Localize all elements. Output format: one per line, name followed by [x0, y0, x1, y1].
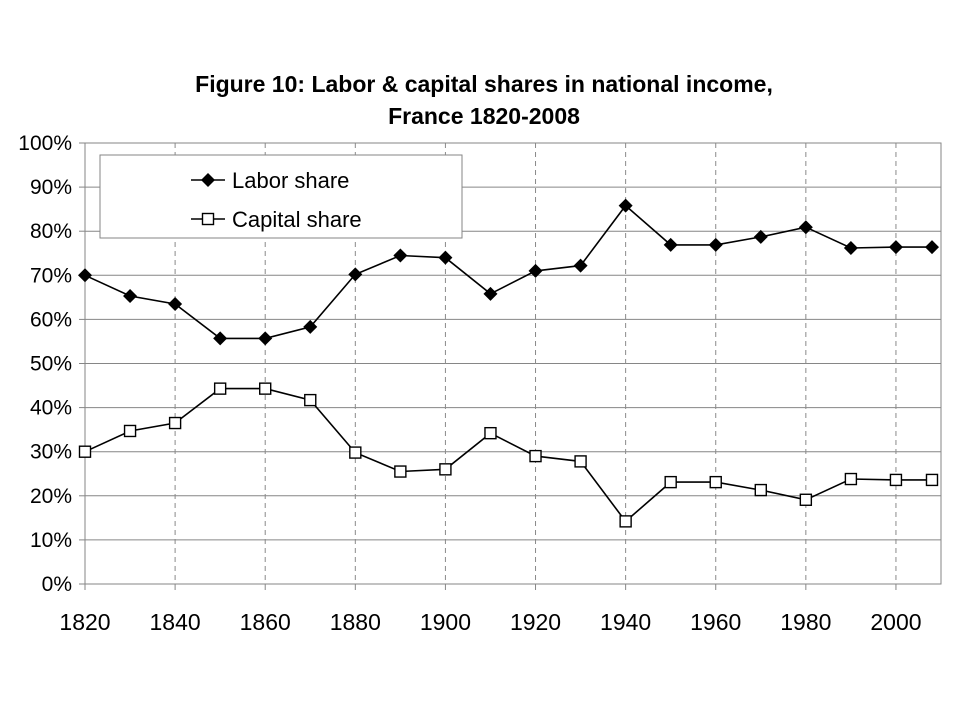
data-point-labor	[573, 258, 588, 273]
data-point-capital	[439, 463, 452, 476]
y-tick-label: 30%	[30, 441, 72, 464]
data-point-capital	[844, 472, 858, 486]
y-tick-label: 60%	[30, 308, 72, 331]
data-point-capital	[925, 473, 939, 487]
x-tick-label: 2000	[870, 609, 921, 635]
legend: Labor share Capital share	[99, 154, 463, 239]
data-point-capital	[709, 475, 722, 489]
data-point-capital	[664, 475, 677, 489]
data-point-capital	[78, 445, 92, 458]
chart-title: Figure 10: Labor & capital shares in nat…	[195, 71, 773, 97]
data-point-capital	[529, 449, 542, 463]
legend-marker-labor	[201, 173, 215, 187]
y-tick-label: 70%	[30, 264, 72, 287]
legend-marker-capital	[201, 212, 215, 226]
series-line-labor	[84, 204, 932, 340]
data-point-capital	[754, 483, 767, 497]
data-point-labor	[618, 198, 633, 213]
series-layer	[78, 198, 939, 528]
legend-box	[99, 154, 463, 239]
y-tick-label: 90%	[30, 176, 72, 199]
data-point-labor	[123, 289, 138, 304]
data-point-capital	[213, 382, 227, 395]
y-tick-label: 100%	[18, 132, 72, 155]
data-point-labor	[708, 237, 723, 252]
data-point-labor	[438, 250, 453, 265]
data-point-labor	[663, 237, 678, 252]
x-tick-label: 1980	[780, 609, 831, 635]
x-tick-label: 1860	[240, 609, 291, 635]
legend-label-labor: Labor share	[232, 168, 349, 193]
data-point-capital	[304, 393, 317, 407]
x-tick-label: 1840	[150, 609, 201, 635]
data-point-capital	[484, 426, 497, 440]
data-point-capital	[123, 424, 137, 438]
data-point-labor	[168, 296, 183, 311]
y-tick-label: 80%	[30, 220, 72, 243]
series-line-capital	[84, 387, 932, 523]
data-point-labor	[798, 220, 813, 235]
data-point-capital	[394, 465, 407, 478]
x-axis-tick-labels: 1820 1840 1860 1880 1900 1920 1940 1960 1980 2000	[59, 609, 921, 635]
data-point-labor	[924, 240, 939, 255]
x-tick-label: 1900	[420, 609, 471, 635]
y-tick-label: 0%	[42, 573, 72, 596]
y-tick-label: 10%	[30, 529, 72, 552]
x-tick-label: 1880	[330, 609, 381, 635]
data-point-labor	[213, 331, 228, 346]
data-point-labor	[78, 268, 92, 283]
data-point-capital	[889, 473, 903, 487]
data-point-labor	[303, 319, 318, 334]
data-point-labor	[258, 331, 273, 346]
chart-subtitle: France 1820-2008	[388, 103, 580, 129]
y-tick-label: 50%	[30, 353, 72, 376]
data-point-labor	[888, 240, 903, 255]
data-point-capital	[259, 382, 272, 395]
plot-area-border	[84, 142, 942, 585]
x-tick-label: 1940	[600, 609, 651, 635]
data-point-capital	[349, 446, 362, 459]
y-axis-tick-labels: 0% 10% 20% 30% 40% 50% 60% 70% 80% 90% 100%	[18, 132, 72, 596]
data-point-labor	[843, 240, 858, 255]
data-point-capital	[799, 493, 813, 506]
y-tick-label: 20%	[30, 485, 72, 508]
x-tick-label: 1820	[59, 609, 110, 635]
data-point-capital	[168, 416, 182, 430]
y-tick-label: 40%	[30, 397, 72, 420]
data-point-capital	[574, 455, 587, 468]
data-point-capital	[619, 515, 632, 528]
x-tick-label: 1960	[690, 609, 741, 635]
legend-label-capital: Capital share	[232, 207, 362, 232]
data-point-labor	[348, 267, 363, 282]
data-point-labor	[483, 286, 498, 301]
data-point-labor	[753, 229, 768, 244]
data-point-labor	[393, 248, 408, 263]
data-point-labor	[528, 263, 543, 278]
x-tick-label: 1920	[510, 609, 561, 635]
